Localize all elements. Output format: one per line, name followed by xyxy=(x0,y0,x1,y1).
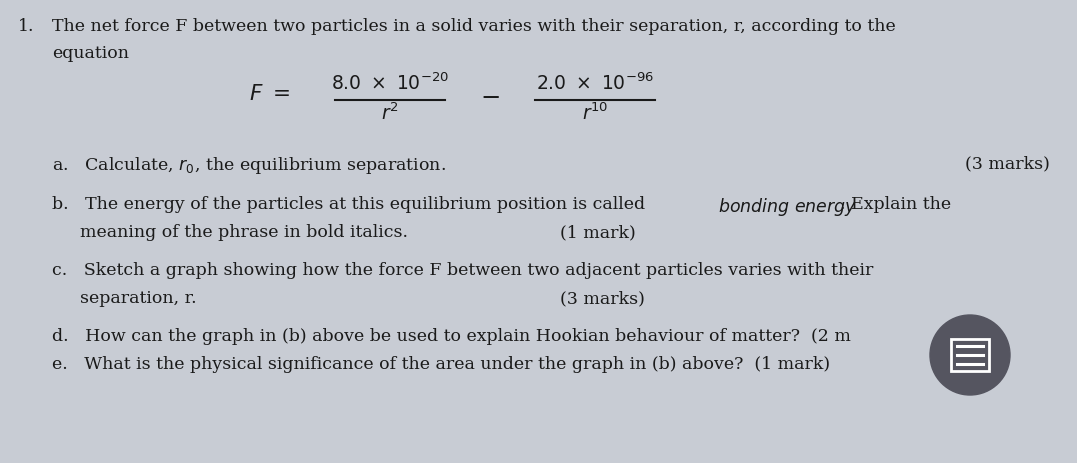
Text: 1.: 1. xyxy=(18,18,34,35)
Text: d.   How can the graph in (b) above be used to explain Hookian behaviour of matt: d. How can the graph in (b) above be use… xyxy=(52,328,851,345)
Text: a.   Calculate, $r_0$, the equilibrium separation.: a. Calculate, $r_0$, the equilibrium sep… xyxy=(52,155,446,176)
Text: $r^2$: $r^2$ xyxy=(381,103,398,125)
Text: . Explain the: . Explain the xyxy=(840,196,951,213)
Text: $-$: $-$ xyxy=(480,85,500,107)
Circle shape xyxy=(931,315,1010,395)
Text: meaning of the phrase in bold italics.: meaning of the phrase in bold italics. xyxy=(80,224,408,241)
Text: (3 marks): (3 marks) xyxy=(965,155,1050,172)
Text: $8.0\ \times\ 10^{-20}$: $8.0\ \times\ 10^{-20}$ xyxy=(331,72,449,94)
Text: $\bf{\it{bonding\ energy}}$: $\bf{\it{bonding\ energy}}$ xyxy=(718,196,857,218)
Text: separation, r.: separation, r. xyxy=(80,290,197,307)
Text: (3 marks): (3 marks) xyxy=(560,290,645,307)
Text: b.   The energy of the particles at this equilibrium position is called: b. The energy of the particles at this e… xyxy=(52,196,651,213)
Text: $2.0\ \times\ 10^{-96}$: $2.0\ \times\ 10^{-96}$ xyxy=(536,72,654,94)
Text: (1 mark): (1 mark) xyxy=(560,224,635,241)
Text: $r^{10}$: $r^{10}$ xyxy=(582,103,609,125)
Text: The net force F between two particles in a solid varies with their separation, r: The net force F between two particles in… xyxy=(52,18,896,35)
Text: $F\ =$: $F\ =$ xyxy=(249,83,290,105)
Text: e.   What is the physical significance of the area under the graph in (b) above?: e. What is the physical significance of … xyxy=(52,356,830,373)
Text: c.   Sketch a graph showing how the force F between two adjacent particles varie: c. Sketch a graph showing how the force … xyxy=(52,262,873,279)
Text: equation: equation xyxy=(52,45,129,62)
